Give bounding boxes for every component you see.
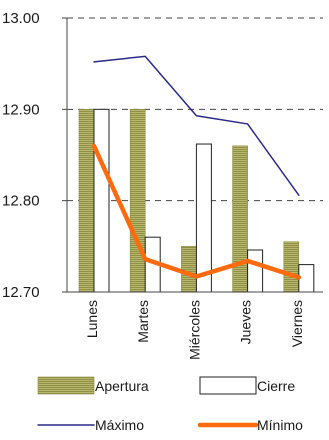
category-label: Lunes bbox=[84, 300, 100, 338]
line-maximo bbox=[93, 55, 300, 196]
legend-swatch bbox=[199, 376, 257, 395]
y-axis-ticks: 12.70 12.80 12.90 13.00 bbox=[2, 10, 67, 301]
legend-label: Cierre bbox=[257, 378, 295, 394]
legend-label: Mínimo bbox=[257, 417, 303, 433]
y-tick-label: 12.80 bbox=[2, 193, 40, 210]
bar-apertura bbox=[232, 145, 248, 293]
axes bbox=[66, 18, 323, 293]
bar-cierre bbox=[195, 143, 212, 293]
y-tick-label: 13.00 bbox=[2, 10, 40, 27]
category-label: Viernes bbox=[289, 300, 305, 347]
category-label: Miércoles bbox=[186, 300, 202, 360]
category-label: Jueves bbox=[238, 300, 254, 344]
bar-apertura bbox=[129, 109, 146, 293]
legend-label: Máximo bbox=[95, 417, 144, 433]
bar-cierre bbox=[298, 264, 315, 293]
line-minimo bbox=[91, 143, 302, 280]
legend: Apertura Cierre Máximo Mínimo bbox=[37, 376, 303, 433]
bar-apertura bbox=[181, 246, 197, 293]
legend-label: Apertura bbox=[95, 378, 149, 394]
bar-cierre bbox=[93, 108, 110, 293]
legend-swatch bbox=[37, 376, 95, 395]
lines bbox=[91, 55, 302, 280]
y-tick-label: 12.90 bbox=[2, 101, 40, 118]
gridlines bbox=[67, 17, 323, 202]
category-labels: Lunes Martes Miércoles Jueves Viernes bbox=[84, 300, 305, 360]
y-tick-label: 12.70 bbox=[2, 284, 40, 301]
category-label: Martes bbox=[135, 300, 151, 343]
bar-apertura bbox=[283, 241, 300, 293]
bar-apertura bbox=[78, 109, 95, 293]
bar-cierre bbox=[247, 249, 264, 293]
